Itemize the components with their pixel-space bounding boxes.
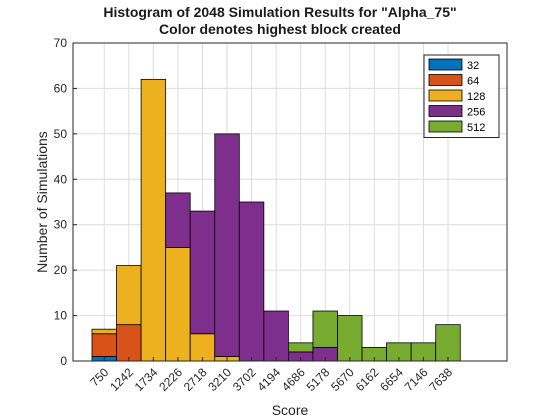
y-tick-label: 50	[54, 127, 68, 141]
bar-segment-128	[91, 328, 117, 335]
legend-label-256: 256	[467, 107, 485, 119]
bar-segment-512	[312, 310, 338, 348]
x-tick-label: 4194	[254, 365, 283, 394]
y-tick-label: 20	[54, 263, 68, 277]
bar-segment-256	[238, 201, 265, 362]
bar-series	[91, 78, 461, 362]
legend-label-512: 512	[467, 122, 485, 134]
legend-swatch-64	[428, 74, 463, 86]
x-tick-label: 1734	[132, 365, 161, 394]
y-axis-ticks: 0 10 20 30 40 50 60 70	[54, 36, 77, 368]
bar-segment-128	[165, 247, 191, 362]
legend-label-32: 32	[467, 60, 479, 72]
y-tick-label: 30	[54, 218, 68, 232]
x-tick-label: 4686	[279, 365, 308, 394]
y-tick-label: 10	[54, 309, 68, 323]
x-axis-ticks: 7501242173422262718321037024194468651785…	[87, 357, 455, 394]
y-tick-label: 0	[60, 354, 67, 368]
legend: 32 64 128 256 512	[423, 54, 500, 138]
y-tick-label: 60	[54, 81, 68, 95]
legend-swatch-128	[428, 89, 463, 102]
x-tick-label: 3702	[230, 365, 259, 394]
bar-segment-64	[91, 333, 117, 357]
bar-segment-128	[189, 333, 216, 362]
bar-segment-64	[116, 324, 142, 362]
y-axis-label: Number of Simulations	[34, 131, 50, 273]
legend-swatch-256	[428, 105, 463, 117]
x-tick-label: 3210	[205, 365, 234, 394]
chart-title: Histogram of 2048 Simulation Results for…	[103, 4, 457, 20]
x-tick-label: 6162	[353, 365, 382, 394]
bar-segment-128	[116, 265, 142, 326]
x-tick-label: 2226	[156, 365, 185, 394]
y-tick-label: 40	[54, 172, 68, 186]
legend-swatch-32	[428, 58, 463, 71]
bar-segment-256	[189, 210, 216, 335]
x-tick-label: 7146	[402, 365, 431, 394]
chart-subtitle: Color denotes highest block created	[159, 21, 401, 37]
y-tick-label: 70	[54, 36, 68, 50]
x-tick-label: 6654	[377, 365, 406, 394]
x-tick-label: 5670	[328, 365, 357, 394]
bar-segment-512	[435, 324, 461, 362]
x-tick-label: 1242	[107, 365, 136, 394]
x-tick-label: 2718	[181, 365, 210, 394]
plot-frame	[72, 42, 508, 362]
legend-label-128: 128	[467, 91, 485, 103]
bar-segment-128	[140, 78, 167, 362]
bar-segment-256	[214, 133, 240, 357]
legend-swatch-512	[428, 120, 463, 133]
bar-segment-512	[287, 342, 314, 353]
x-tick-label: 5178	[304, 365, 333, 394]
legend-label-64: 64	[467, 76, 479, 88]
x-tick-label: 7638	[426, 365, 455, 394]
x-axis-label: Score	[272, 402, 309, 418]
bar-segment-256	[263, 310, 289, 362]
bar-segment-256	[165, 192, 191, 248]
bar-segment-512	[337, 315, 363, 362]
